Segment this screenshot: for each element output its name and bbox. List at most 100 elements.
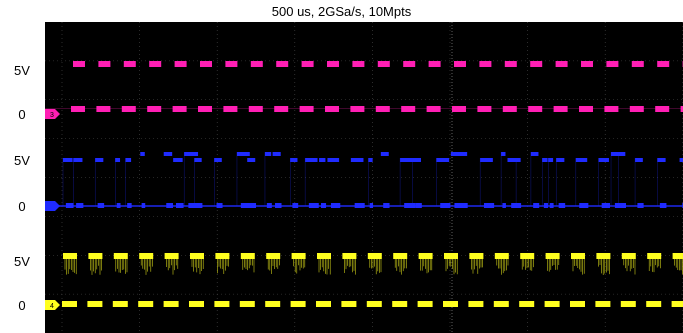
ch3-low-segment xyxy=(71,106,85,112)
ch2-low-segment xyxy=(65,203,74,208)
ch3-high-segment xyxy=(73,61,85,67)
ch3-high-segment xyxy=(276,61,289,67)
ch3-high-segment xyxy=(301,61,314,67)
ch4-low-segment xyxy=(189,301,204,307)
ch2-high-segment xyxy=(679,158,683,162)
ch2-low-segment xyxy=(533,203,540,208)
ch3-high-label: 5V xyxy=(14,63,30,78)
ch2-high-segment xyxy=(412,158,421,162)
ch4-high-segment xyxy=(621,253,636,259)
ch2-low-segment xyxy=(369,203,374,208)
ch3-low-segment xyxy=(299,106,314,112)
ch2-low-segment xyxy=(383,203,390,208)
ch2-low-segment xyxy=(404,203,416,208)
ch4-low-segment xyxy=(468,301,484,307)
ch3-marker-icon xyxy=(45,109,60,119)
ch4-high-segment xyxy=(317,253,331,259)
ch4-low-segment xyxy=(443,301,458,307)
ch2-high-segment xyxy=(501,152,506,156)
ch4-high-segment xyxy=(190,253,204,259)
ch3-high-segment xyxy=(123,61,136,67)
ch4-low-segment xyxy=(570,301,585,307)
ch2-high-segment xyxy=(140,152,145,156)
ch3-low-segment xyxy=(274,106,289,112)
ch2-high-segment xyxy=(530,152,539,156)
ch2-trace xyxy=(45,152,683,208)
ch2-low-segment xyxy=(116,203,121,208)
ch4-low-segment xyxy=(214,301,230,307)
ch2-high-segment xyxy=(125,158,132,162)
ch2-low-segment xyxy=(659,203,667,208)
ch3-low-segment xyxy=(579,106,593,112)
ch2-high-segment xyxy=(575,158,588,162)
ch2-low-segment xyxy=(483,203,495,208)
ch2-high-segment xyxy=(63,158,73,162)
ch3-high-segment xyxy=(174,61,187,67)
ch3-low-segment xyxy=(477,106,492,112)
ch2-low-segment xyxy=(637,203,644,208)
ch2-high-segment xyxy=(95,158,104,162)
ch2-low-segment xyxy=(330,203,341,208)
ch3-zero-label: 0 xyxy=(18,107,26,122)
ch2-high-segment xyxy=(542,158,548,162)
channel-markers: 34 xyxy=(45,109,60,310)
ch4-low-segment xyxy=(392,301,408,307)
ch2-low-segment xyxy=(415,203,422,208)
ch2-high-segment xyxy=(461,152,468,156)
ch3-low-segment xyxy=(198,106,212,112)
ch2-low-segment xyxy=(141,203,146,208)
ch2-low-segment xyxy=(97,203,105,208)
ch2-low-segment xyxy=(188,203,200,208)
ch2-high-segment xyxy=(380,152,389,156)
ch2-low-segment xyxy=(549,203,554,208)
channel-marker-label: 4 xyxy=(50,303,54,310)
ch2-zero-label: 0 xyxy=(18,199,26,214)
waveform-canvas[interactable]: 34 xyxy=(45,22,683,333)
ch2-high-segment xyxy=(264,152,272,156)
ch2-low-segment xyxy=(308,203,319,208)
ch4-high-segment xyxy=(63,253,77,259)
ch2-low-segment xyxy=(517,203,522,208)
ch2-low-segment xyxy=(620,203,627,208)
ch4-high-segment xyxy=(240,253,255,259)
ch2-high-segment xyxy=(327,158,340,162)
ch3-high-segment xyxy=(530,61,543,67)
ch3-baseline xyxy=(45,108,683,109)
ch2-low-segment xyxy=(249,203,257,208)
ch4-low-segment xyxy=(341,301,357,307)
ch2-low-segment xyxy=(320,203,327,208)
ch3-high-segment xyxy=(581,61,593,67)
ch2-low-segment xyxy=(543,203,549,208)
ch4-high-segment xyxy=(444,253,458,259)
ch4-high-segment xyxy=(571,253,585,259)
ch2-high-label: 5V xyxy=(14,153,30,168)
ch3-low-segment xyxy=(528,106,543,112)
ch3-low-segment xyxy=(147,106,162,112)
ch2-high-segment xyxy=(184,152,199,156)
ch2-high-segment xyxy=(173,158,183,162)
ch3-high-segment xyxy=(631,61,644,67)
ch2-high-segment xyxy=(657,158,666,162)
ch4-high-segment xyxy=(164,253,179,259)
ch4-low-segment xyxy=(671,301,683,307)
ch4-high-segment xyxy=(545,253,560,259)
ch4-low-segment xyxy=(493,301,509,307)
ch2-high-segment xyxy=(319,158,326,162)
ch2-high-segment xyxy=(73,158,83,162)
ch4-high-segment xyxy=(418,253,433,259)
ch2-low-segment xyxy=(240,203,252,208)
graticule xyxy=(45,22,683,333)
ch3-high-segment xyxy=(327,61,339,67)
ch2-high-segment xyxy=(368,158,373,162)
ch4-low-segment xyxy=(646,301,662,307)
ch2-low-segment xyxy=(502,203,506,208)
waveform-title: 500 us, 2GSa/s, 10Mpts xyxy=(271,4,412,19)
ch3-high-segment xyxy=(149,61,162,67)
ch4-high-segment xyxy=(596,253,611,259)
ch4-low-segment xyxy=(620,301,636,307)
ch2-low-segment xyxy=(579,203,589,208)
ch4-high-segment xyxy=(291,253,306,259)
ch4-low-segment xyxy=(595,301,611,307)
ch4-high-segment xyxy=(494,253,509,259)
